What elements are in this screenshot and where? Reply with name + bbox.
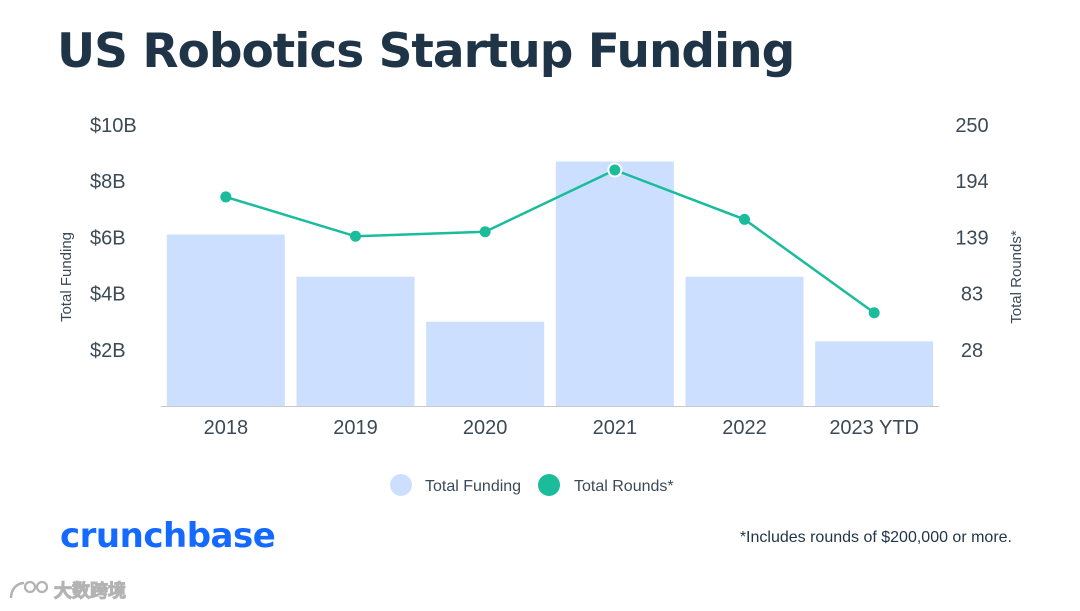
funding-bar-2022 [685, 276, 804, 406]
legend-label-rounds: Total Rounds* [574, 478, 674, 495]
watermark-text: 大数跨境 [54, 581, 127, 602]
y-left-tick-label: $6B [90, 227, 126, 249]
y-right-tick-label: 250 [955, 115, 988, 137]
y-left-tick-label: $8B [90, 171, 126, 193]
y-left-tick-label: $2B [90, 340, 126, 362]
x-tick-label: 2019 [333, 417, 378, 439]
funding-bar-2021 [555, 161, 674, 406]
y-right-tick-label: 194 [955, 171, 988, 193]
x-tick-label: 2018 [204, 417, 249, 439]
y-right-tick-label: 139 [955, 227, 988, 249]
watermark: 大数跨境 [8, 577, 127, 603]
funding-bars [166, 161, 934, 406]
rounds-point-2023-ytd [868, 307, 880, 319]
legend-swatch-funding [390, 474, 412, 496]
chart-title: US Robotics Startup Funding [57, 24, 795, 79]
x-tick-label: 2020 [463, 417, 508, 439]
footnote: *Includes rounds of $200,000 or more. [739, 529, 1012, 546]
x-tick-label: 2022 [722, 417, 767, 439]
x-axis-tick-labels: 2018 2019 2020 2021 2022 2023 YTD [204, 417, 919, 439]
y-right-axis-label: Total Rounds* [1008, 230, 1025, 324]
rounds-point-2020 [479, 226, 491, 238]
y-left-axis-label: Total Funding [58, 232, 75, 322]
crunchbase-logo: crunchbase [60, 516, 276, 556]
rounds-point-2019 [350, 230, 361, 242]
y-right-tick-label: 28 [961, 340, 983, 362]
rounds-point-2018 [220, 191, 232, 203]
funding-bar-2018 [166, 234, 285, 406]
legend-swatch-rounds [538, 474, 560, 496]
legend: Total Funding Total Rounds* [390, 474, 674, 496]
watermark-logo-icon [9, 580, 49, 599]
rounds-point-2021 [607, 162, 623, 178]
rounds-point-2022 [739, 213, 750, 225]
y-left-tick-label: $4B [90, 284, 126, 306]
right-axis-ticks: 28 83 139 194 250 [955, 115, 988, 362]
rounds-series-line [225, 168, 875, 314]
funding-bar-2020 [426, 321, 545, 406]
funding-bar-2023-ytd [815, 341, 934, 406]
rounds-series-points [220, 162, 880, 319]
y-right-tick-label: 83 [961, 284, 983, 306]
funding-bar-2019 [296, 276, 415, 406]
y-left-tick-label: $10B [90, 115, 137, 137]
x-tick-label: 2021 [593, 417, 638, 439]
x-tick-label: 2023 YTD [829, 417, 919, 439]
legend-label-funding: Total Funding [425, 478, 521, 495]
left-axis-ticks: $2B $4B $6B $8B $10B [90, 115, 137, 362]
